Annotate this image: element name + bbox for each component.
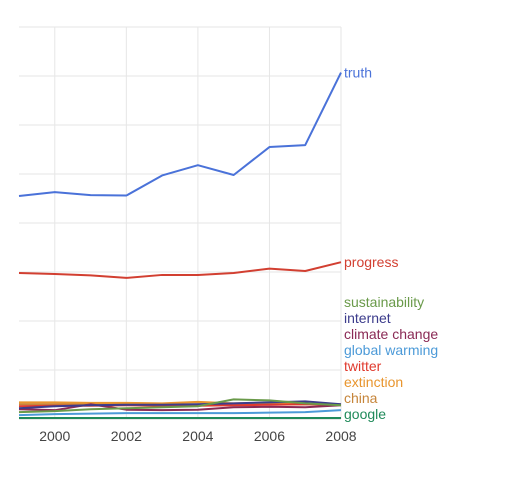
x-tick-label: 2006	[254, 428, 285, 444]
series-label-sustainability: sustainability	[344, 294, 424, 310]
x-tick-label: 2000	[39, 428, 70, 444]
x-tick-label: 2004	[182, 428, 213, 444]
chart-grid	[19, 26, 342, 420]
series-line-extinction	[19, 400, 342, 406]
chart-series-labels: truth progress sustainabilityinternetclima…	[344, 65, 438, 422]
series-line-sustainability	[18, 398, 342, 414]
series-label-truth: truth	[344, 65, 372, 81]
chart-series-lines	[18, 72, 342, 420]
series-line-truth	[18, 72, 342, 198]
series-label-global-warming: global warming	[344, 342, 438, 358]
series-line-global-warming	[18, 409, 342, 417]
x-axis-tick-labels: 2000 2002 2004 2006 2008	[39, 428, 357, 444]
series-label-google: google	[344, 406, 386, 422]
series-line-progress	[18, 261, 342, 279]
x-tick-label: 2002	[111, 428, 142, 444]
series-line-climate-change	[18, 403, 342, 412]
series-label-twitter: twitter	[344, 358, 382, 374]
x-tick-label: 2008	[325, 428, 356, 444]
series-label-internet: internet	[344, 310, 391, 326]
series-label-china: china	[344, 390, 378, 406]
series-label-extinction: extinction	[344, 374, 403, 390]
series-label-progress: progress	[344, 254, 398, 270]
series-label-climate-change: climate change	[344, 326, 438, 342]
